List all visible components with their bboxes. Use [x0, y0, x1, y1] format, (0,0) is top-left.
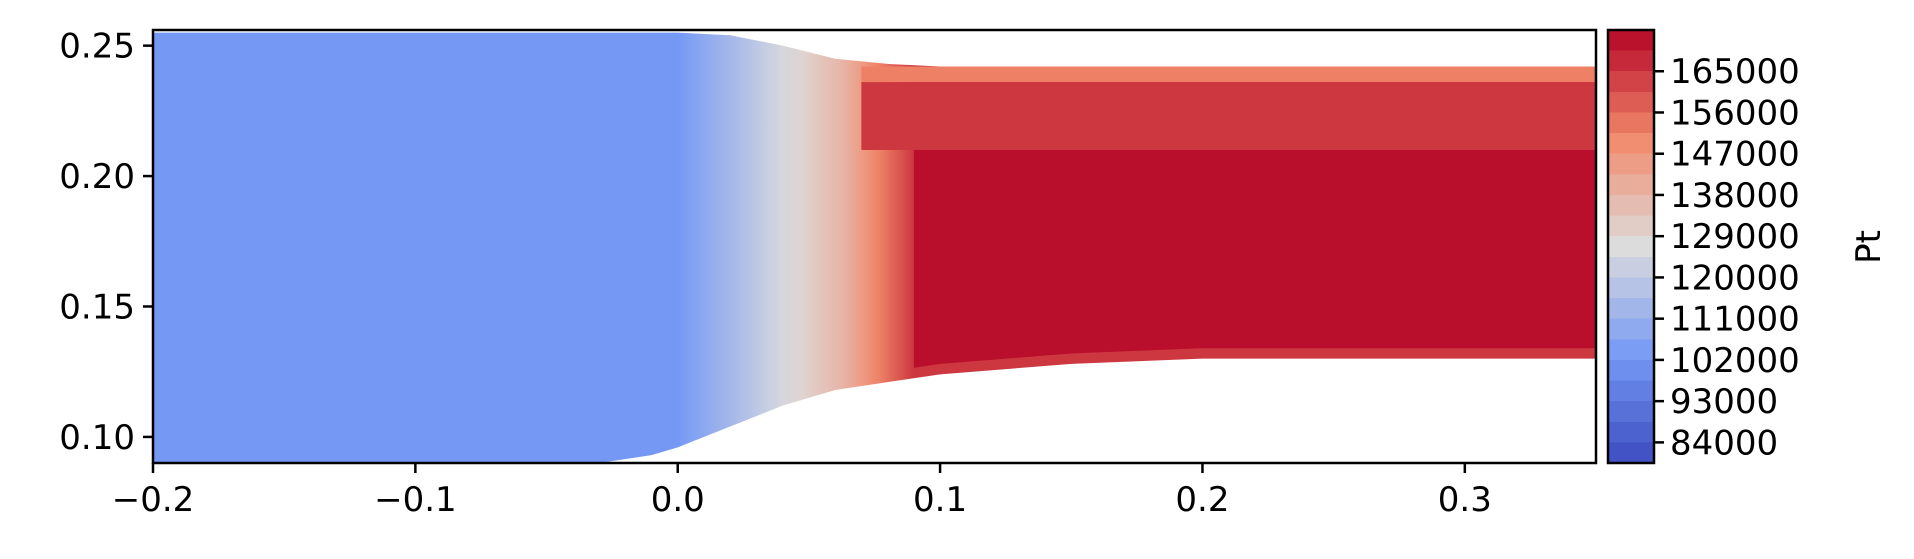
colorbar-tick-label: 129000: [1670, 217, 1800, 257]
colorbar-tick-label: 147000: [1670, 135, 1800, 175]
x-tick-label: 0.0: [651, 480, 705, 520]
colorbar-tick-label: 111000: [1670, 300, 1800, 340]
x-tick-label: 0.3: [1438, 480, 1492, 520]
colorbar-tick-label: 93000: [1670, 382, 1778, 422]
x-tick-label: −0.2: [112, 480, 195, 520]
upper-layer: [861, 82, 1596, 150]
y-tick-label: 0.20: [59, 157, 135, 197]
downstream-core: [913, 149, 1596, 368]
x-tick-label: 0.1: [913, 480, 967, 520]
downstream-bands: [861, 66, 1596, 368]
upper-wall-layer: [861, 66, 1596, 83]
plot-area: [153, 32, 1596, 463]
y-tick-label: 0.25: [59, 27, 135, 67]
colorbar-label: Pt: [1849, 230, 1889, 264]
colorbar-tick-label: 156000: [1670, 93, 1800, 133]
y-tick-label: 0.15: [59, 287, 135, 327]
x-tick-label: −0.1: [374, 480, 457, 520]
colorbar-scale: [1608, 30, 1654, 463]
colorbar-tick-label: 165000: [1670, 52, 1800, 92]
plot-frame: [151, 28, 1598, 465]
colorbar-tick-label: 84000: [1670, 423, 1778, 463]
colorbar-tick-label: 120000: [1670, 258, 1800, 298]
colorbar-tick-label: 138000: [1670, 176, 1800, 216]
x-tick-label: 0.2: [1175, 480, 1229, 520]
y-axis: 0.10 0.15 0.20 0.25: [59, 27, 153, 458]
colorbar-tick-label: 102000: [1670, 341, 1800, 381]
x-axis: −0.2 −0.1 0.0 0.1 0.2 0.3: [112, 463, 1492, 520]
y-tick-label: 0.10: [59, 418, 135, 458]
colorbar-ticks: 8400093000102000111000120000129000138000…: [1654, 52, 1800, 463]
colorbar-frame: [1606, 28, 1656, 465]
colorbar: 8400093000102000111000120000129000138000…: [1606, 28, 1889, 465]
